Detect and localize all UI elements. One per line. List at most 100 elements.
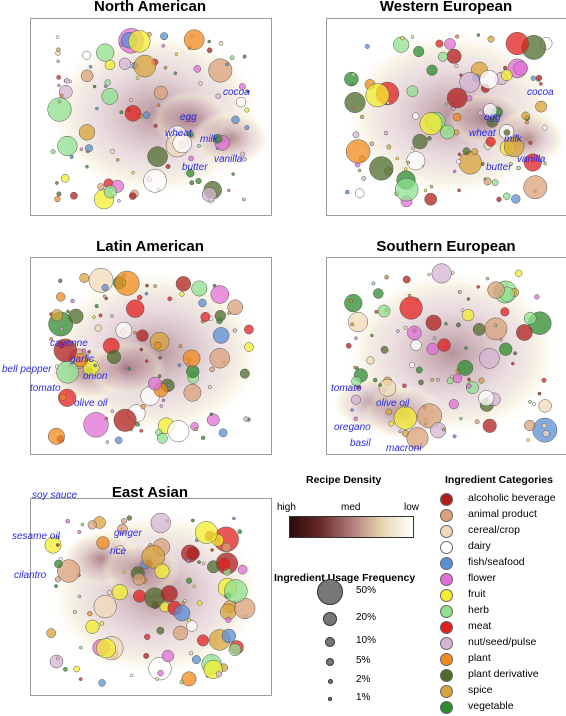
label-tomato: tomato — [331, 383, 362, 394]
ingredient-bubble — [167, 420, 190, 443]
ingredient-bubble — [186, 577, 193, 584]
density-region — [86, 340, 166, 396]
ingredient-bubble — [485, 136, 496, 147]
ingredient-bubble — [111, 584, 128, 601]
ingredient-bubble — [157, 374, 162, 378]
ingredient-bubble — [503, 192, 511, 200]
ingredient-bubble — [191, 655, 201, 665]
scatter-plot — [46, 267, 266, 445]
ingredient-bubble — [127, 367, 131, 371]
ingredient-bubble — [418, 379, 424, 386]
panel-title-southern-european: Southern European — [376, 238, 516, 255]
ingredient-bubble — [50, 149, 56, 155]
ingredient-bubble — [200, 435, 206, 440]
category-label: flower — [468, 572, 497, 584]
ingredient-bubble — [131, 170, 135, 175]
category-color-swatch — [440, 685, 453, 698]
ingredient-bubble — [242, 54, 247, 59]
ingredient-bubble — [156, 432, 168, 444]
ingredient-bubble — [485, 276, 490, 281]
ingredient-bubble — [348, 298, 354, 303]
ingredient-bubble — [183, 29, 205, 50]
panel-title-latin-american: Latin American — [96, 238, 204, 255]
ingredient-bubble — [380, 345, 389, 354]
category-label: herb — [468, 604, 490, 616]
ingredient-bubble — [115, 545, 125, 555]
ingredient-bubble — [427, 272, 431, 277]
ingredient-bubble — [369, 141, 374, 147]
ingredient-bubble — [195, 521, 218, 544]
ingredient-bubble — [378, 383, 382, 387]
ingredient-bubble — [415, 366, 423, 374]
ingredient-bubble — [534, 294, 540, 300]
ingredient-bubble — [136, 329, 149, 342]
ingredient-bubble — [225, 616, 232, 623]
ingredient-bubble — [117, 523, 128, 535]
label-sesame-oil: sesame oil — [12, 531, 60, 542]
ingredient-bubble — [58, 278, 63, 283]
ingredient-bubble — [487, 281, 505, 299]
ingredient-bubble — [156, 626, 165, 635]
ingredient-bubble — [371, 281, 376, 286]
ingredient-bubble — [354, 336, 358, 340]
ingredient-bubble — [354, 188, 365, 198]
category-label: meat — [468, 620, 492, 632]
ingredient-bubble — [94, 304, 99, 309]
ingredient-bubble — [59, 93, 64, 98]
ingredient-bubble — [427, 136, 432, 141]
category-label: fruit — [468, 588, 486, 600]
ingredient-bubble — [528, 400, 532, 404]
ingredient-bubble — [235, 96, 247, 108]
ingredient-bubble — [541, 377, 547, 383]
ingredient-bubble — [457, 188, 461, 193]
ingredient-bubble — [209, 366, 215, 373]
ingredient-bubble — [402, 383, 407, 389]
ingredient-bubble — [412, 112, 420, 120]
ingredient-bubble — [144, 633, 151, 641]
ingredient-bubble — [225, 62, 230, 67]
ingredient-bubble — [58, 388, 77, 407]
categories-legend-title: Ingredient Categories — [445, 474, 553, 486]
ingredient-bubble — [174, 52, 179, 56]
ingredient-bubble — [181, 671, 197, 687]
ingredient-bubble — [173, 71, 178, 75]
category-label: vegetable — [468, 700, 514, 712]
ingredient-bubble — [395, 177, 419, 202]
ingredient-bubble — [198, 81, 203, 86]
ingredient-bubble — [350, 394, 361, 405]
ingredient-bubble — [120, 518, 127, 524]
ingredient-bubble — [457, 289, 462, 294]
ingredient-bubble — [407, 325, 422, 341]
ingredient-bubble — [535, 74, 543, 82]
label-milk: milk — [200, 134, 218, 145]
ingredient-bubble — [244, 324, 254, 335]
ingredient-bubble — [165, 164, 171, 169]
ingredient-bubble — [178, 344, 183, 349]
ingredient-bubble — [388, 420, 394, 427]
ingredient-bubble — [212, 133, 223, 144]
ingredient-bubble — [238, 83, 246, 91]
ingredient-bubble — [128, 192, 137, 200]
ingredient-bubble — [210, 548, 214, 552]
ingredient-bubble — [122, 570, 126, 575]
ingredient-bubble — [93, 595, 117, 619]
ingredient-bubble — [411, 146, 416, 151]
label-olive-oil: olive oil — [74, 398, 108, 409]
ingredient-bubble — [177, 363, 182, 368]
ingredient-bubble — [206, 413, 220, 427]
ingredient-bubble — [106, 589, 113, 596]
ingredient-bubble — [186, 363, 191, 367]
ingredient-bubble — [217, 557, 231, 571]
ingredient-bubble — [113, 408, 137, 432]
ingredient-bubble — [444, 38, 456, 50]
ingredient-bubble — [426, 343, 439, 356]
density-gradient-bar — [289, 516, 414, 538]
ingredient-bubble — [523, 312, 537, 325]
ingredient-bubble — [186, 169, 195, 178]
ingredient-bubble — [350, 72, 356, 78]
ingredient-bubble — [64, 78, 70, 84]
ingredient-bubble — [181, 600, 186, 605]
ingredient-bubble — [93, 363, 97, 368]
ingredient-bubble — [207, 39, 211, 44]
density-med-label: med — [341, 502, 361, 513]
